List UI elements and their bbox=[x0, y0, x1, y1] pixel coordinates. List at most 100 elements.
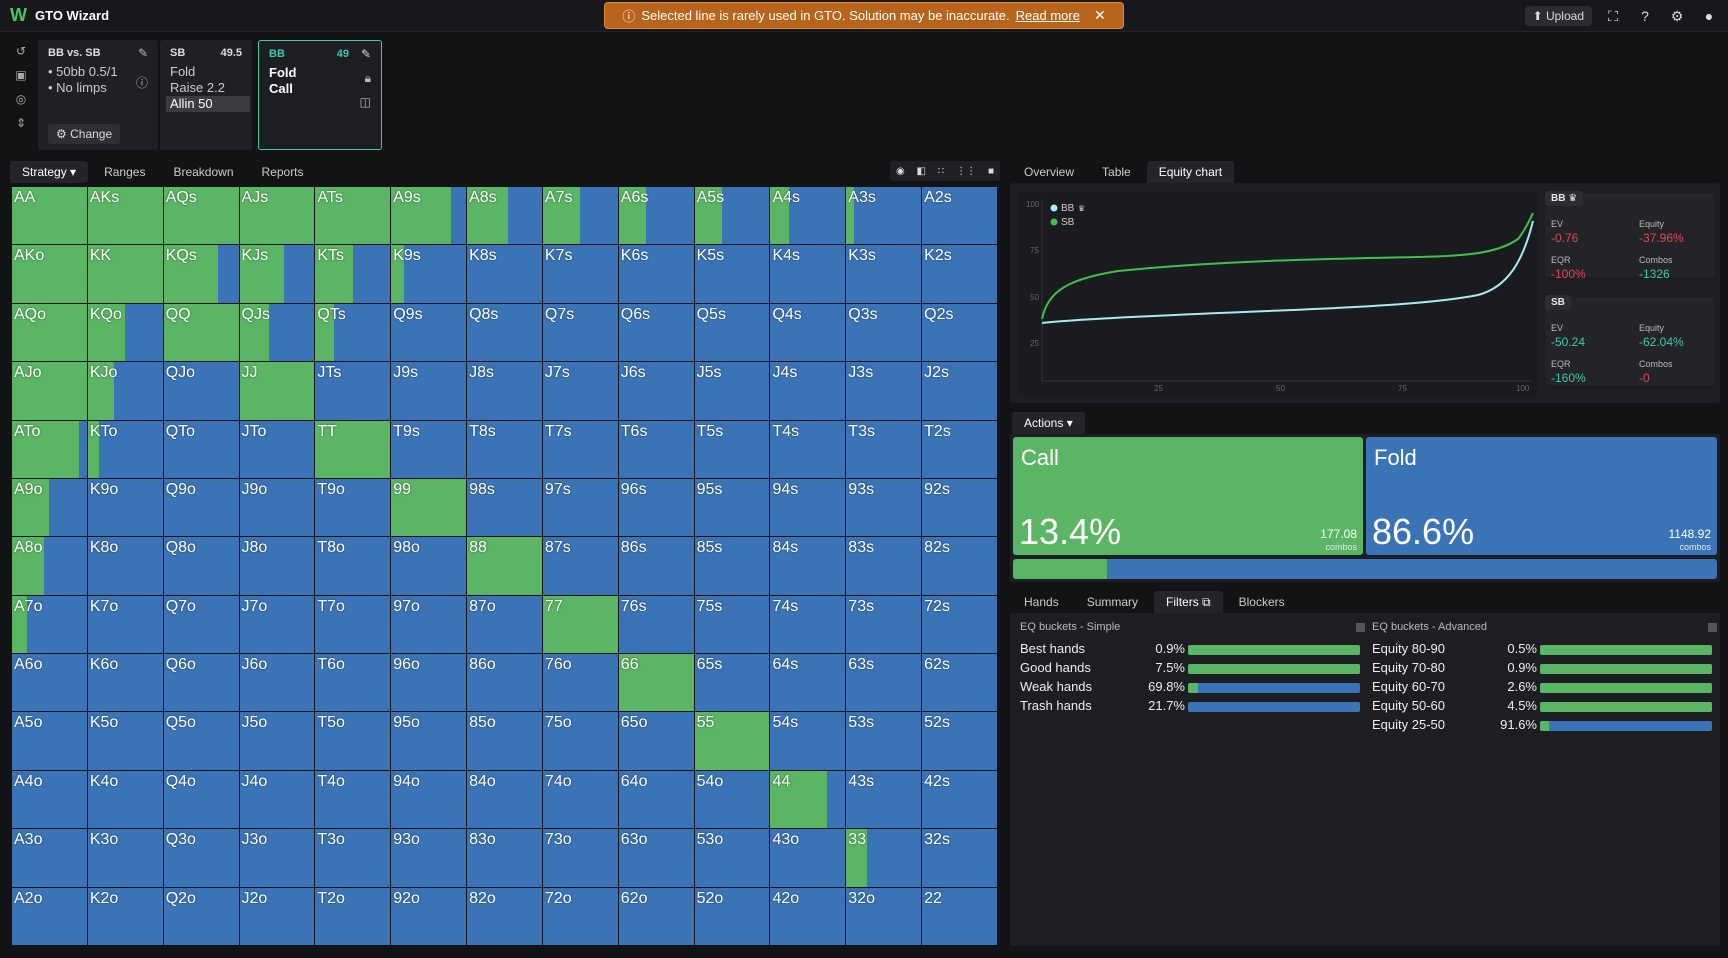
hand-cell[interactable]: JTs bbox=[315, 362, 391, 420]
bucket-row[interactable]: Weak hands 69.8% bbox=[1020, 679, 1365, 698]
node-option-allin[interactable]: Allin 50 bbox=[166, 96, 250, 112]
hand-cell[interactable]: 44 bbox=[770, 770, 846, 829]
hand-cell[interactable]: K2o bbox=[87, 887, 163, 945]
tab-summary[interactable]: Summary bbox=[1086, 595, 1139, 609]
hand-cell[interactable]: 83o bbox=[467, 829, 542, 887]
hand-cell[interactable]: 32s bbox=[922, 829, 997, 887]
hand-cell[interactable]: 82s bbox=[922, 537, 997, 595]
hand-cell[interactable]: K9o bbox=[87, 478, 163, 537]
node-option-fold[interactable]: Fold bbox=[269, 65, 297, 80]
hand-cell[interactable]: KQo bbox=[87, 303, 163, 362]
hand-cell[interactable]: 92s bbox=[922, 478, 997, 537]
hand-cell[interactable]: AQo bbox=[12, 303, 87, 362]
hand-cell[interactable]: 86s bbox=[618, 537, 694, 595]
hand-cell[interactable]: Q9s bbox=[391, 303, 467, 362]
hand-cell[interactable]: 43s bbox=[846, 770, 922, 829]
hand-cell[interactable]: T4s bbox=[770, 420, 846, 478]
full-view-icon[interactable]: ■ bbox=[988, 165, 995, 177]
hand-cell[interactable]: AQs bbox=[163, 187, 239, 245]
hand-cell[interactable]: ATo bbox=[12, 420, 87, 478]
hand-cell[interactable]: 99 bbox=[391, 478, 467, 537]
hand-cell[interactable]: Q5s bbox=[694, 303, 770, 362]
hand-cell[interactable]: T3o bbox=[315, 829, 391, 887]
hand-cell[interactable]: QJo bbox=[163, 362, 239, 420]
hand-cell[interactable]: J5o bbox=[239, 712, 315, 770]
hand-cell[interactable]: AJs bbox=[239, 187, 315, 245]
grid-icon[interactable]: ⋮⋮ bbox=[956, 165, 977, 177]
compare-icon[interactable]: ◫ bbox=[359, 95, 371, 109]
user-icon[interactable]: ● bbox=[1704, 8, 1714, 24]
display-mode-icon[interactable]: ◉ bbox=[895, 165, 905, 177]
hand-cell[interactable]: KTo bbox=[87, 420, 163, 478]
hand-cell[interactable]: J8s bbox=[467, 362, 542, 420]
hand-cell[interactable]: Q5o bbox=[163, 712, 239, 770]
save-icon[interactable]: ▣ bbox=[15, 68, 27, 82]
hand-cell[interactable]: AA bbox=[12, 187, 87, 245]
hand-cell[interactable]: A5s bbox=[694, 187, 770, 245]
hand-cell[interactable]: 62o bbox=[618, 887, 694, 945]
hand-cell[interactable]: 53s bbox=[846, 712, 922, 770]
hand-cell[interactable]: AKs bbox=[87, 187, 163, 245]
hand-cell[interactable]: A4o bbox=[12, 770, 87, 829]
hand-cell[interactable]: 82o bbox=[467, 887, 542, 945]
hand-cell[interactable]: 98s bbox=[467, 478, 542, 537]
hand-cell[interactable]: J7o bbox=[239, 595, 315, 654]
hand-cell[interactable]: K4s bbox=[770, 245, 846, 303]
hand-cell[interactable]: K8s bbox=[467, 245, 542, 303]
hand-cell[interactable]: 94o bbox=[391, 770, 467, 829]
hand-cell[interactable]: T6s bbox=[618, 420, 694, 478]
hand-cell[interactable]: 73s bbox=[846, 595, 922, 654]
tab-breakdown[interactable]: Breakdown bbox=[173, 165, 234, 179]
hand-cell[interactable]: 55 bbox=[694, 712, 770, 770]
hand-cell[interactable]: 64s bbox=[770, 654, 846, 712]
hand-cell[interactable]: K7o bbox=[87, 595, 163, 654]
hand-cell[interactable]: Q8s bbox=[467, 303, 542, 362]
hand-cell[interactable]: T9s bbox=[391, 420, 467, 478]
hand-cell[interactable]: QJs bbox=[239, 303, 315, 362]
hand-cell[interactable]: A8s bbox=[467, 187, 542, 245]
help-icon[interactable]: ? bbox=[1641, 8, 1649, 24]
hand-cell[interactable]: J7s bbox=[542, 362, 618, 420]
hand-cell[interactable]: 87s bbox=[542, 537, 618, 595]
hand-cell[interactable]: T5o bbox=[315, 712, 391, 770]
bb-node-card[interactable]: BB 49 ✎ 🔒︎ ◫ Fold Call bbox=[258, 40, 382, 150]
hand-cell[interactable]: K7s bbox=[542, 245, 618, 303]
hand-cell[interactable]: K4o bbox=[87, 770, 163, 829]
hand-cell[interactable]: J9o bbox=[239, 478, 315, 537]
hand-cell[interactable]: 85s bbox=[694, 537, 770, 595]
hand-cell[interactable]: T8o bbox=[315, 537, 391, 595]
node-option-call[interactable]: Call bbox=[269, 81, 293, 96]
bucket-row[interactable]: Equity 60-70 2.6% bbox=[1372, 679, 1717, 698]
hand-cell[interactable]: J3o bbox=[239, 829, 315, 887]
hand-cell[interactable]: JJ bbox=[239, 362, 315, 420]
hand-cell[interactable]: 77 bbox=[542, 595, 618, 654]
hand-cell[interactable]: Q4o bbox=[163, 770, 239, 829]
hand-cell[interactable]: K3o bbox=[87, 829, 163, 887]
hand-cell[interactable]: 64o bbox=[618, 770, 694, 829]
hand-cell[interactable]: 32o bbox=[846, 887, 922, 945]
hand-cell[interactable]: 72o bbox=[542, 887, 618, 945]
bucket-row[interactable]: Equity 80-90 0.5% bbox=[1372, 641, 1717, 660]
hand-cell[interactable]: K6s bbox=[618, 245, 694, 303]
hand-cell[interactable]: 95s bbox=[694, 478, 770, 537]
hand-cell[interactable]: Q2s bbox=[922, 303, 997, 362]
hand-cell[interactable]: QTo bbox=[163, 420, 239, 478]
hand-cell[interactable]: KTs bbox=[315, 245, 391, 303]
hand-cell[interactable]: AKo bbox=[12, 245, 87, 303]
hand-cell[interactable]: 93o bbox=[391, 829, 467, 887]
hand-cell[interactable]: 43o bbox=[770, 829, 846, 887]
bucket-row[interactable]: Equity 50-60 4.5% bbox=[1372, 698, 1717, 717]
hand-cell[interactable]: QQ bbox=[163, 303, 239, 362]
hand-cell[interactable]: KK bbox=[87, 245, 163, 303]
hand-cell[interactable]: Q2o bbox=[163, 887, 239, 945]
hand-cell[interactable]: Q6s bbox=[618, 303, 694, 362]
hand-cell[interactable]: K5o bbox=[87, 712, 163, 770]
hand-cell[interactable]: 83s bbox=[846, 537, 922, 595]
reset-icon[interactable]: ↺ bbox=[15, 44, 27, 58]
hand-cell[interactable]: K3s bbox=[846, 245, 922, 303]
bucket-row[interactable]: Equity 70-80 0.9% bbox=[1372, 660, 1717, 679]
screenshot-icon[interactable]: ⛶ bbox=[1608, 7, 1618, 24]
hand-cell[interactable]: 96s bbox=[618, 478, 694, 537]
hand-cell[interactable]: 97s bbox=[542, 478, 618, 537]
hand-cell[interactable]: J3s bbox=[846, 362, 922, 420]
